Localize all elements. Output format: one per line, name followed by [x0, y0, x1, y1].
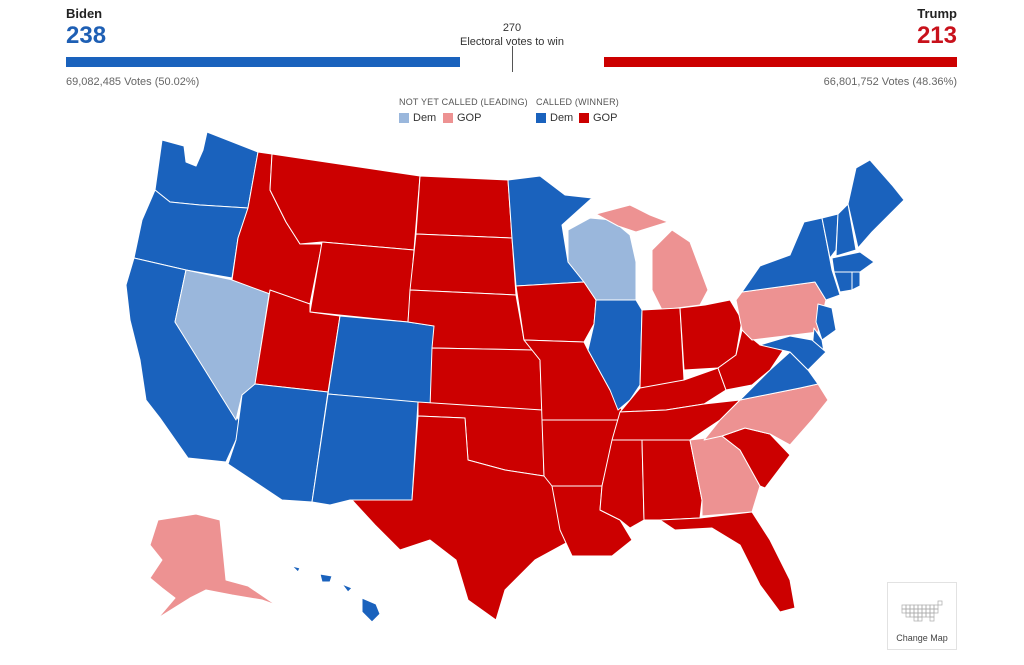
dem-leading-swatch — [399, 113, 409, 123]
state-wi[interactable] — [567, 217, 637, 301]
biden-popular-vote: 69,082,485 Votes (50.02%) — [66, 76, 200, 88]
legend-dem-called-label: Dem — [550, 112, 574, 124]
state-il[interactable] — [587, 299, 643, 411]
legend-leading-title: NOT YET CALLED (LEADING) — [399, 97, 528, 107]
state-hi[interactable] — [291, 565, 381, 623]
electoral-vote-bar — [66, 57, 957, 67]
us-grid-map-icon — [901, 600, 943, 622]
state-az[interactable] — [227, 383, 329, 503]
goal-label: Electoral votes to win — [460, 36, 564, 48]
state-ma[interactable] — [831, 251, 875, 273]
gop-bar-segment — [604, 57, 957, 67]
legend-dem-leading: Dem — [399, 112, 436, 124]
state-tn[interactable] — [611, 399, 741, 441]
change-map-button[interactable]: Change Map — [887, 582, 957, 650]
trump-electoral-votes: 213 — [916, 22, 957, 49]
state-wy[interactable] — [309, 241, 415, 323]
state-mn[interactable] — [507, 175, 593, 287]
dem-bar-segment — [66, 57, 461, 67]
legend-gop-called-label: GOP — [593, 112, 618, 124]
state-nj[interactable] — [815, 303, 837, 341]
state-ia[interactable] — [515, 281, 597, 343]
state-nh[interactable] — [835, 203, 857, 257]
legend-gop-called: GOP — [579, 112, 617, 124]
gop-called-swatch — [579, 113, 589, 123]
state-wa[interactable] — [154, 131, 259, 209]
goal-number: 270 — [502, 22, 522, 34]
biden-electoral-votes: 238 — [66, 22, 107, 49]
state-oh[interactable] — [679, 299, 743, 371]
change-map-label: Change Map — [896, 633, 948, 643]
trump-name: Trump — [917, 6, 957, 21]
state-co[interactable] — [327, 315, 436, 405]
legend-dem-called: Dem — [536, 112, 573, 124]
state-nd[interactable] — [415, 175, 513, 239]
state-me[interactable] — [847, 159, 905, 249]
state-ms[interactable] — [599, 439, 645, 529]
state-ak[interactable] — [149, 513, 277, 619]
state-mi[interactable] — [595, 204, 709, 311]
goal-marker — [512, 46, 513, 72]
state-ks[interactable] — [429, 347, 543, 411]
dem-called-swatch — [536, 113, 546, 123]
legend-gop-leading: GOP — [443, 112, 481, 124]
state-nc[interactable] — [703, 383, 829, 446]
state-fl[interactable] — [659, 511, 796, 613]
legend-gop-leading-label: GOP — [457, 112, 482, 124]
biden-name: Biden — [66, 6, 103, 21]
state-in[interactable] — [639, 307, 685, 391]
state-ri[interactable] — [851, 271, 861, 291]
state-md[interactable] — [759, 335, 827, 371]
state-sd[interactable] — [409, 233, 517, 296]
state-tx[interactable] — [351, 415, 569, 621]
trump-popular-vote: 66,801,752 Votes (48.36%) — [823, 76, 957, 88]
legend-dem-leading-label: Dem — [413, 112, 437, 124]
state-nm[interactable] — [311, 393, 419, 506]
legend-called-title: CALLED (WINNER) — [536, 97, 620, 107]
gop-leading-swatch — [443, 113, 453, 123]
